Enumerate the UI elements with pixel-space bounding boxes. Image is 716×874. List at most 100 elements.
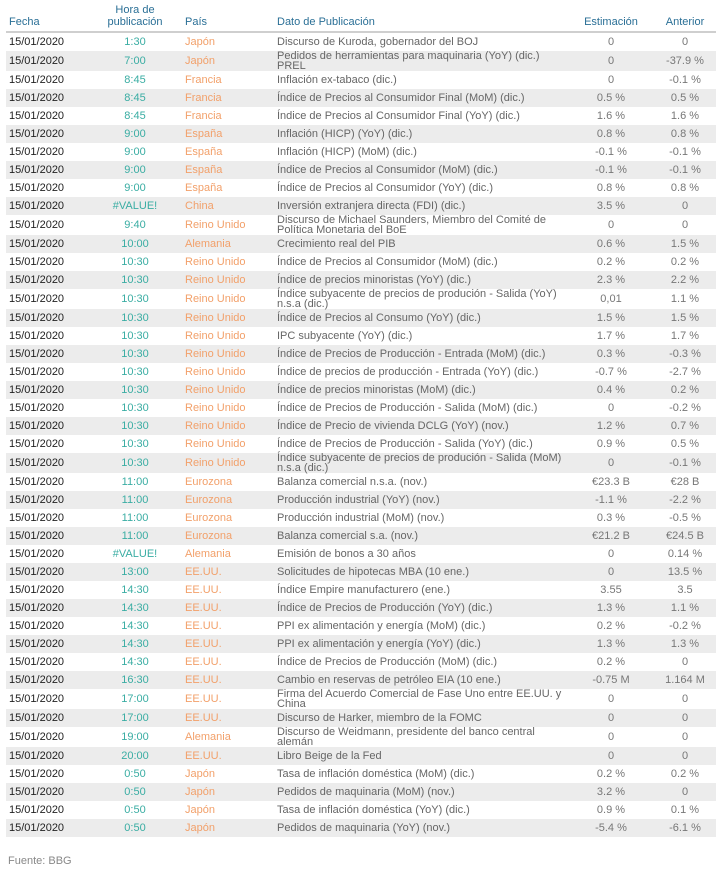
description-cell: Pedidos de maquinaria (MoM) (nov.) bbox=[277, 786, 455, 798]
description-cell: Balanza comercial s.a. (nov.) bbox=[277, 530, 419, 542]
date-cell: 15/01/2020 bbox=[9, 293, 65, 305]
description-cell: Inflación ex-tabaco (dic.) bbox=[277, 74, 397, 86]
estimate-cell: 0.8 % bbox=[596, 182, 626, 194]
estimate-cell: 1.3 % bbox=[596, 602, 626, 614]
previous-cell: 2.2 % bbox=[670, 274, 700, 286]
time-cell: 10:30 bbox=[121, 293, 149, 305]
country-cell: EE.UU. bbox=[185, 584, 222, 596]
estimate-cell: 0.8 % bbox=[596, 128, 626, 140]
description-cell: Tasa de inflación doméstica (MoM) (dic.) bbox=[277, 768, 475, 780]
description-cell: Índice de Precios de Producción (YoY) (d… bbox=[277, 602, 493, 614]
country-cell: Reino Unido bbox=[185, 330, 246, 342]
estimate-cell: 0 bbox=[607, 74, 615, 86]
description-cell: Índice Empire manufacturero (ene.) bbox=[277, 584, 451, 596]
estimate-cell: 0 bbox=[607, 55, 615, 67]
time-cell: 8:45 bbox=[124, 110, 146, 122]
time-cell: 11:00 bbox=[121, 494, 149, 506]
time-cell: 0:50 bbox=[124, 786, 146, 798]
country-cell: Reino Unido bbox=[185, 274, 246, 286]
description-cell: Índice de Precios al Consumidor (MoM) (d… bbox=[277, 164, 498, 176]
table-row: 15/01/2020 10:30 Reino Unido Índice de prec… bbox=[6, 381, 716, 399]
description-cell: Tasa de inflación doméstica (YoY) (dic.) bbox=[277, 804, 470, 816]
description-cell: Discurso de Weidmann, presidente del ban… bbox=[277, 726, 535, 748]
time-cell: 10:30 bbox=[121, 312, 149, 324]
table-row: 15/01/2020 10:30 Reino Unido Índice de Prec… bbox=[6, 399, 716, 417]
estimate-cell: 1.2 % bbox=[596, 420, 626, 432]
date-cell: 15/01/2020 bbox=[9, 566, 65, 578]
description-cell: Discurso de Michael Saunders, Miembro de… bbox=[277, 214, 547, 236]
country-cell: Alemania bbox=[185, 548, 231, 560]
description-cell: Balanza comercial n.s.a. (nov.) bbox=[277, 476, 428, 488]
time-cell: 10:30 bbox=[121, 274, 149, 286]
table-row: 15/01/2020 0:50 Japón Tasa de inflación dom… bbox=[6, 765, 716, 783]
table-row: 15/01/2020 10:30 Reino Unido Índice de Prec… bbox=[6, 345, 716, 363]
country-cell: EE.UU. bbox=[185, 602, 222, 614]
country-cell: Reino Unido bbox=[185, 348, 246, 360]
country-cell: Francia bbox=[185, 110, 222, 122]
country-cell: EE.UU. bbox=[185, 638, 222, 650]
description-cell: Índice de Precios al Consumidor Final (Y… bbox=[277, 110, 520, 122]
country-cell: EE.UU. bbox=[185, 693, 222, 705]
time-cell: 10:30 bbox=[121, 438, 149, 450]
estimate-cell: 3.55 bbox=[600, 584, 622, 596]
date-cell: 15/01/2020 bbox=[9, 74, 65, 86]
estimate-cell: 0 bbox=[607, 548, 615, 560]
estimate-cell: 0 bbox=[607, 457, 615, 469]
country-cell: Reino Unido bbox=[185, 312, 246, 324]
estimate-cell: 0 bbox=[607, 566, 615, 578]
description-cell: Índice de Precios de Producción (MoM) (d… bbox=[277, 656, 498, 668]
date-cell: 15/01/2020 bbox=[9, 674, 65, 686]
description-cell: Índice de precios minoristas (YoY) (dic.… bbox=[277, 274, 472, 286]
description-cell: PPI ex alimentación y energía (YoY) (dic… bbox=[277, 638, 481, 650]
date-cell: 15/01/2020 bbox=[9, 731, 65, 743]
table-row: 15/01/2020 7:00 Japón Pedidos de herramient… bbox=[6, 51, 716, 72]
estimate-cell: 0.6 % bbox=[596, 238, 626, 250]
time-cell: #VALUE! bbox=[112, 548, 158, 560]
header-description: Dato de Publicación bbox=[274, 0, 570, 33]
time-cell: 9:00 bbox=[124, 128, 146, 140]
table-row: 15/01/2020 9:00 España Índice de Precios al… bbox=[6, 179, 716, 197]
estimate-cell: 2.3 % bbox=[596, 274, 626, 286]
previous-cell: 0.5 % bbox=[670, 438, 700, 450]
table-row: 15/01/2020 14:30 EE.UU. PPI ex alimentación… bbox=[6, 617, 716, 635]
previous-cell: 3.5 bbox=[677, 584, 693, 596]
table-row: 15/01/2020 10:30 Reino Unido Índice subyace… bbox=[6, 289, 716, 310]
date-cell: 15/01/2020 bbox=[9, 36, 65, 48]
time-cell: #VALUE! bbox=[112, 200, 158, 212]
time-cell: 8:45 bbox=[124, 92, 146, 104]
description-cell: Firma del Acuerdo Comercial de Fase Uno … bbox=[277, 688, 562, 710]
time-cell: 10:30 bbox=[121, 330, 149, 342]
country-cell: Reino Unido bbox=[185, 420, 246, 432]
table-row: 15/01/2020 11:00 Eurozona Producción indust… bbox=[6, 509, 716, 527]
header-date: Fecha bbox=[6, 0, 88, 33]
date-cell: 15/01/2020 bbox=[9, 402, 65, 414]
country-cell: Alemania bbox=[185, 731, 231, 743]
estimate-cell: 0 bbox=[607, 693, 615, 705]
description-cell: Índice de Precios de Producción - Salida… bbox=[277, 438, 533, 450]
table-row: 15/01/2020 9:00 España Inflación (HICP) (Yo… bbox=[6, 125, 716, 143]
date-cell: 15/01/2020 bbox=[9, 804, 65, 816]
header-country: País bbox=[182, 0, 274, 33]
header-time: Hora de publicación bbox=[88, 0, 182, 33]
estimate-cell: 0.9 % bbox=[596, 438, 626, 450]
country-cell: España bbox=[185, 164, 223, 176]
date-cell: 15/01/2020 bbox=[9, 146, 65, 158]
time-cell: 9:00 bbox=[124, 164, 146, 176]
date-cell: 15/01/2020 bbox=[9, 200, 65, 212]
estimate-cell: 3.2 % bbox=[596, 786, 626, 798]
previous-cell: 0.8 % bbox=[670, 182, 700, 194]
date-cell: 15/01/2020 bbox=[9, 750, 65, 762]
time-cell: 16:30 bbox=[121, 674, 149, 686]
table-row: 15/01/2020 10:30 Reino Unido Índice subyace… bbox=[6, 453, 716, 474]
table-row: 15/01/2020 10:30 Reino Unido Índice de Prec… bbox=[6, 253, 716, 271]
time-cell: 10:00 bbox=[121, 238, 149, 250]
table-row: 15/01/2020 0:50 Japón Pedidos de maquinaria… bbox=[6, 783, 716, 801]
country-cell: Eurozona bbox=[185, 512, 233, 524]
date-cell: 15/01/2020 bbox=[9, 620, 65, 632]
previous-cell: €28 B bbox=[670, 476, 700, 488]
previous-cell: 0.7 % bbox=[670, 420, 700, 432]
previous-cell: -37.9 % bbox=[666, 55, 704, 67]
previous-cell: 1.6 % bbox=[670, 110, 700, 122]
description-cell: Índice de precios minoristas (MoM) (dic.… bbox=[277, 384, 476, 396]
previous-cell: -2.2 % bbox=[669, 494, 701, 506]
